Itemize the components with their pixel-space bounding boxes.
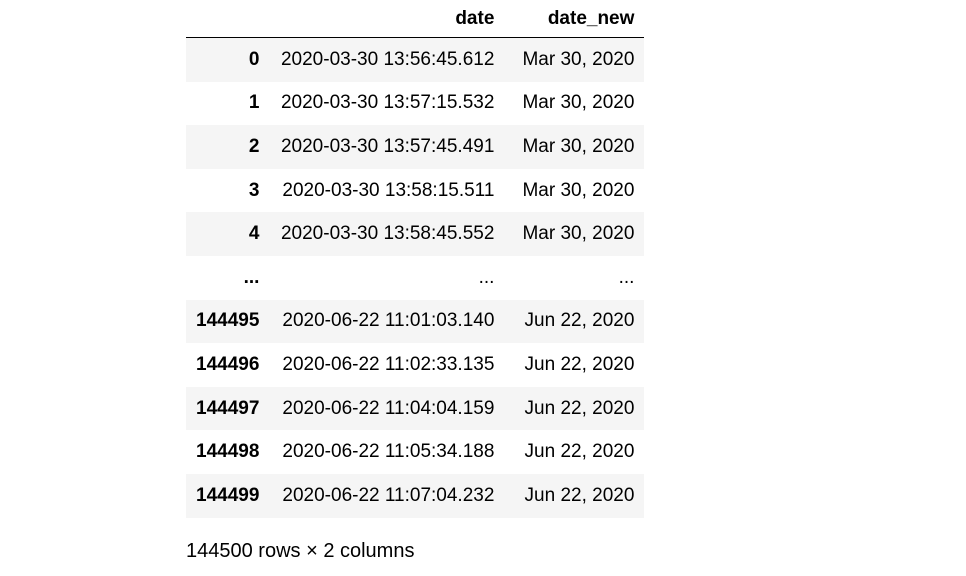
- row-index: 144499: [196, 484, 260, 506]
- table-row: 144498 2020-06-22 11:05:34.188 Jun 22, 2…: [186, 430, 645, 474]
- table-row: 0 2020-03-30 13:56:45.612 Mar 30, 2020: [186, 37, 645, 82]
- column-header-date-new: date_new: [504, 0, 645, 38]
- row-index: 3: [248, 179, 260, 201]
- header-row: date date_new: [186, 0, 645, 38]
- row-index: 2: [248, 135, 260, 157]
- table-row: 2 2020-03-30 13:57:45.491 Mar 30, 2020: [186, 125, 645, 169]
- row-index-ellipsis: ...: [243, 266, 260, 288]
- index-header: [186, 0, 270, 38]
- table-row: 3 2020-03-30 13:58:15.511 Mar 30, 2020: [186, 168, 645, 213]
- table-row: 144499 2020-06-22 11:07:04.232 Jun 22, 2…: [186, 473, 645, 518]
- row-index: 144497: [196, 397, 260, 419]
- cell-date-ellipsis: ...: [478, 266, 495, 288]
- cell-date: 2020-06-22 11:01:03.140: [282, 310, 495, 332]
- dataframe-table: date date_new 0 2020-03-30 13:56:45.612 …: [186, 0, 645, 518]
- table-row: 144496 2020-06-22 11:02:33.135 Jun 22, 2…: [186, 343, 645, 387]
- table-row: 1 2020-03-30 13:57:15.532 Mar 30, 2020: [186, 81, 645, 126]
- column-header-date: date: [269, 0, 505, 38]
- cell-date-new: Jun 22, 2020: [524, 310, 635, 332]
- table-row: 4 2020-03-30 13:58:45.552 Mar 30, 2020: [186, 212, 645, 256]
- ellipsis-row: ... ... ...: [186, 255, 645, 300]
- dataframe-output: date date_new 0 2020-03-30 13:56:45.612 …: [186, 0, 645, 518]
- row-index: 144496: [196, 353, 260, 375]
- cell-date-new: Mar 30, 2020: [522, 223, 635, 245]
- cell-date: 2020-06-22 11:05:34.188: [282, 441, 495, 463]
- cell-date: 2020-06-22 11:07:04.232: [282, 484, 495, 506]
- row-index: 144498: [196, 441, 260, 463]
- row-index: 0: [248, 48, 260, 70]
- cell-date-new: Mar 30, 2020: [522, 179, 635, 201]
- dataframe-shape-text: 144500 rows × 2 columns: [186, 540, 415, 562]
- cell-date-new: Mar 30, 2020: [522, 48, 635, 70]
- cell-date: 2020-06-22 11:04:04.159: [282, 397, 495, 419]
- cell-date: 2020-03-30 13:57:45.491: [280, 135, 495, 157]
- row-index: 1: [248, 92, 260, 114]
- row-index: 4: [248, 223, 260, 245]
- cell-date-new: Jun 22, 2020: [524, 441, 635, 463]
- cell-date-new: Jun 22, 2020: [524, 397, 635, 419]
- table-row: 144495 2020-06-22 11:01:03.140 Jun 22, 2…: [186, 299, 645, 344]
- cell-date: 2020-03-30 13:56:45.612: [280, 48, 495, 70]
- cell-date-new: Jun 22, 2020: [524, 353, 635, 375]
- cell-date-new: Jun 22, 2020: [524, 484, 635, 506]
- cell-date: 2020-03-30 13:58:45.552: [280, 223, 495, 245]
- table-row: 144497 2020-06-22 11:04:04.159 Jun 22, 2…: [186, 386, 645, 431]
- cell-date-new-ellipsis: ...: [618, 266, 635, 288]
- cell-date: 2020-03-30 13:58:15.511: [282, 179, 495, 201]
- cell-date-new: Mar 30, 2020: [522, 92, 635, 114]
- cell-date: 2020-06-22 11:02:33.135: [282, 353, 495, 375]
- cell-date-new: Mar 30, 2020: [522, 135, 635, 157]
- row-index: 144495: [196, 310, 260, 332]
- cell-date: 2020-03-30 13:57:15.532: [280, 92, 495, 114]
